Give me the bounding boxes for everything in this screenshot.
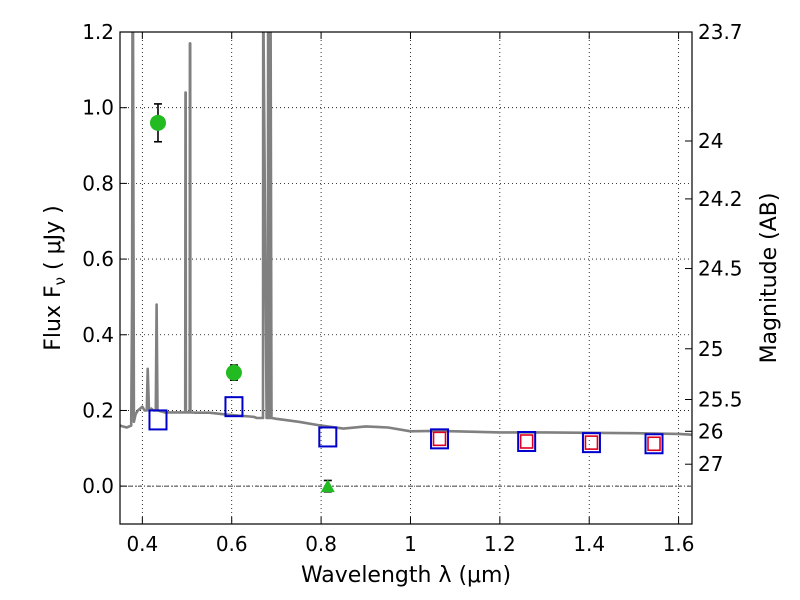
- y2-tick-label: 24.5: [698, 257, 743, 281]
- model-square-marker: [224, 396, 244, 418]
- y2-tick-label: 26: [698, 419, 723, 443]
- y2-tick-label: 27: [698, 452, 723, 476]
- y2-tick-label: 24: [698, 129, 723, 153]
- sed-line: [120, 32, 692, 436]
- series-layer: [120, 32, 692, 493]
- x-tick-label: 0.8: [305, 532, 337, 556]
- model-square-marker: [318, 426, 338, 448]
- y2-tick-label: 25.5: [698, 387, 743, 411]
- y-tick-label: 0.8: [82, 171, 114, 195]
- detection-marker: [225, 364, 242, 381]
- y-tick-label: 0.6: [82, 247, 114, 271]
- x-tick-label: 1.4: [573, 532, 605, 556]
- detection-marker: [149, 114, 166, 131]
- y-axis-label: Flux Fν ( μJy ): [41, 205, 69, 350]
- x-tick-label: 1: [404, 532, 417, 556]
- y-tick-label: 1.2: [82, 20, 114, 44]
- model-square-marker: [517, 430, 537, 452]
- model-square-marker: [430, 428, 450, 450]
- observed-square-marker: [647, 436, 661, 452]
- x-tick-label: 1.2: [484, 532, 516, 556]
- observed-square-marker: [584, 435, 599, 450]
- nondetection-marker: [320, 479, 335, 493]
- y-axis-label-main: Flux F: [41, 285, 66, 350]
- plot-area-frame: [119, 31, 693, 525]
- y2-axis-label: Magnitude (AB): [757, 193, 782, 364]
- y-tick-label: 0.4: [82, 323, 114, 347]
- x-tick-label: 0.6: [216, 532, 248, 556]
- x-axis-label: Wavelength λ (μm): [301, 563, 511, 588]
- y-tick-label: 1.0: [82, 96, 114, 120]
- model-square-marker: [148, 409, 168, 431]
- axis-labels: Wavelength λ (μm) Flux Fν ( μJy ) Magnit…: [41, 193, 782, 588]
- x-tick-label: 0.4: [126, 532, 158, 556]
- y-axis-label-unit: ( μJy ): [41, 205, 66, 277]
- y2-tick-label: 25: [698, 337, 723, 361]
- y-axis-label-subscript: ν: [51, 277, 69, 285]
- y-tick-label: 0.0: [82, 474, 114, 498]
- y2-tick-label: 23.7: [698, 20, 743, 44]
- model-square-marker: [644, 433, 664, 455]
- y-tick-label: 0.2: [82, 398, 114, 422]
- observed-square-marker: [432, 431, 447, 447]
- model-square-marker: [581, 432, 601, 454]
- ticks-layer: 0.4 0.6 0.8 1 1.2 1.4 1.6 0.0 0.2 0.4 0.6 0.8 1.0 1.2…: [82, 20, 742, 556]
- observed-square-marker: [519, 434, 534, 449]
- y2-tick-label: 24.2: [698, 187, 743, 211]
- grid-layer: [120, 31, 692, 524]
- x-tick-label: 1.6: [663, 532, 695, 556]
